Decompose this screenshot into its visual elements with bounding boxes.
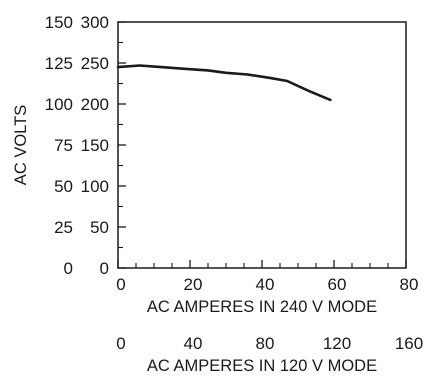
y-tick-label-240v: 300 (81, 13, 109, 32)
y-tick-label-120v: 125 (45, 54, 73, 73)
voltage-curve-line (116, 64, 332, 102)
y-tick-label-240v: 100 (81, 177, 109, 196)
x-tick-label-120v: 160 (395, 334, 423, 353)
x-tick-label-120v: 40 (184, 334, 203, 353)
x-tick-label-240v: 40 (256, 275, 275, 294)
x-tick-label-120v: 80 (256, 334, 275, 353)
y-tick-label-240v: 200 (81, 95, 109, 114)
y-axis-ticks: 0 0 25 50 50 100 75 150 100 200 125 250 150 300 (45, 13, 126, 278)
y-tick-label-240v: 150 (81, 136, 109, 155)
x-tick-label-240v: 0 (116, 275, 125, 294)
y-tick-label-120v: 50 (54, 177, 73, 196)
x-tick-label-240v: 20 (184, 275, 203, 294)
series-layer (116, 64, 332, 102)
y-tick-label-120v: 150 (45, 13, 73, 32)
y-tick-label-240v: 250 (81, 54, 109, 73)
x-axis-ticks: 0 0 20 40 40 80 60 120 80 160 (116, 260, 423, 353)
x-axis-title-240v: AC AMPERES IN 240 V MODE (147, 298, 377, 316)
y-tick-label-120v: 0 (64, 259, 73, 278)
x-tick-label-120v: 0 (116, 334, 125, 353)
x-tick-label-120v: 120 (323, 334, 351, 353)
y-tick-label-240v: 50 (90, 218, 109, 237)
y-tick-label-120v: 75 (54, 136, 73, 155)
x-axis-title-120v: AC AMPERES IN 120 V MODE (147, 357, 377, 375)
plot-frame (117, 21, 407, 269)
y-tick-label-120v: 25 (54, 218, 73, 237)
x-tick-label-240v: 60 (328, 275, 347, 294)
y-tick-label-240v: 0 (100, 259, 109, 278)
y-tick-label-120v: 100 (45, 95, 73, 114)
y-axis-title: AC VOLTS (12, 105, 30, 185)
x-tick-label-240v: 80 (400, 275, 419, 294)
